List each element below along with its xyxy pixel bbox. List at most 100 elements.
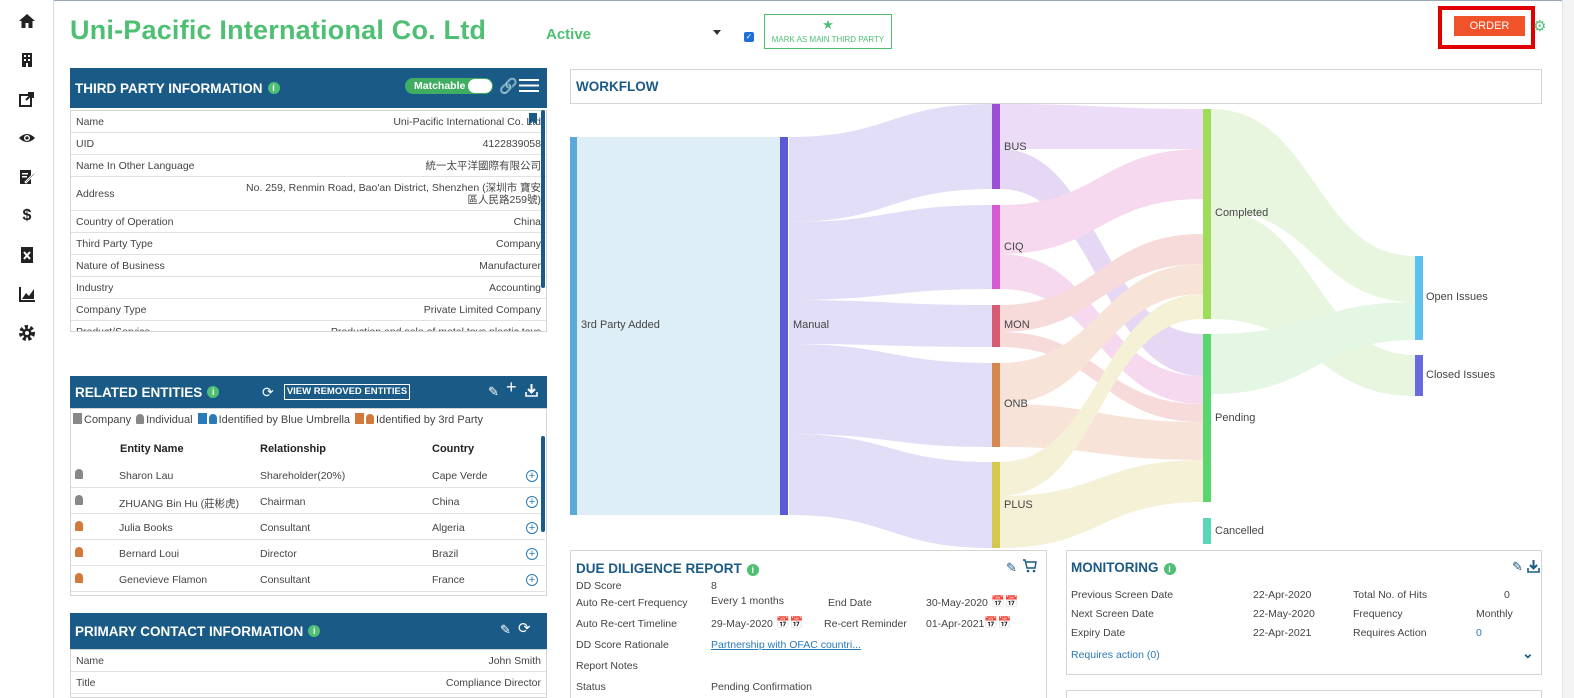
- share-icon[interactable]: [0, 79, 54, 118]
- person-icon: [208, 414, 217, 424]
- link-completed-closed: [1211, 209, 1415, 396]
- node-plus[interactable]: [992, 462, 1000, 548]
- field-value: No. 259, Renmin Road, Bao'an District, S…: [246, 181, 541, 206]
- third-party-scrollbar[interactable]: [541, 110, 545, 288]
- view-removed-entities-button[interactable]: VIEW REMOVED ENTITIES: [284, 384, 410, 400]
- person-icon: [136, 413, 145, 424]
- history-icon[interactable]: ⟳: [262, 384, 274, 400]
- node-bus[interactable]: [992, 104, 1000, 189]
- node-3rd-party-added[interactable]: [570, 137, 577, 515]
- monitoring-title: MONITORING i: [1071, 560, 1176, 575]
- expand-icon[interactable]: +: [526, 548, 538, 560]
- table-row[interactable]: Bernard Loui Director Brazil +: [71, 540, 545, 566]
- entity-name[interactable]: Julia Books: [119, 522, 173, 534]
- excel-icon[interactable]: [0, 235, 54, 274]
- field-value: Production and sale of metal toys plasti…: [330, 325, 541, 332]
- node-closed-issues[interactable]: [1415, 355, 1423, 396]
- field-label: Nature of Business: [76, 259, 165, 272]
- main-third-party-checkbox[interactable]: ✓: [744, 32, 754, 42]
- table-row[interactable]: Julia Books Consultant Algeria +: [71, 514, 545, 540]
- node-cancelled[interactable]: [1203, 518, 1211, 544]
- entity-name[interactable]: Sharon Lau: [119, 470, 174, 482]
- table-row[interactable]: ZHUANG Bin Hu (莊彬虎) Chairman China +: [71, 488, 545, 514]
- col-entity-name[interactable]: Entity Name: [120, 443, 184, 455]
- download-icon[interactable]: [525, 383, 538, 400]
- node-mon[interactable]: [992, 305, 1000, 347]
- entity-relationship: Director: [260, 548, 297, 560]
- bookmark-icon[interactable]: [529, 113, 537, 125]
- table-row[interactable]: Genevieve Flamon Consultant France +: [71, 566, 545, 592]
- building-icon[interactable]: [0, 40, 54, 79]
- col-relationship[interactable]: Relationship: [260, 443, 327, 455]
- edit-doc-icon[interactable]: [0, 157, 54, 196]
- status-label: Status: [576, 681, 606, 693]
- link-added-manual: [577, 137, 780, 515]
- requires-action-value[interactable]: 0: [1476, 627, 1482, 639]
- requires-action-link[interactable]: Requires action (0): [1071, 649, 1160, 661]
- expand-icon[interactable]: +: [526, 496, 538, 508]
- add-icon[interactable]: +: [506, 377, 517, 397]
- entity-name[interactable]: ZHUANG Bin Hu (莊彬虎): [119, 498, 240, 510]
- chevron-down-icon[interactable]: [713, 30, 721, 35]
- info-icon[interactable]: i: [1163, 563, 1176, 575]
- dd-rationale-link[interactable]: Partnership with OFAC countri...: [711, 639, 861, 651]
- entity-name[interactable]: Bernard Loui: [119, 548, 180, 560]
- field-value: Uni-Pacific International Co. Ltd: [393, 115, 541, 128]
- field-label: Name: [76, 115, 105, 128]
- node-manual[interactable]: [780, 137, 788, 515]
- field-label: Company Type: [76, 303, 147, 316]
- node-pending[interactable]: [1203, 334, 1211, 502]
- download-icon[interactable]: [1527, 559, 1540, 576]
- dollar-icon[interactable]: $: [22, 206, 32, 224]
- legend-company: Company: [73, 413, 131, 426]
- entity-name[interactable]: Genevieve Flamon: [119, 574, 208, 586]
- info-icon[interactable]: i: [746, 564, 759, 576]
- mark-main-third-party-button[interactable]: ★ MARK AS MAIN THIRD PARTY: [764, 14, 892, 49]
- home-icon[interactable]: [0, 1, 54, 40]
- eye-icon[interactable]: [0, 118, 54, 157]
- pencil-icon[interactable]: ✎: [1006, 560, 1017, 575]
- table-row[interactable]: Sharon Lau Shareholder(20%) Cape Verde +: [71, 462, 545, 488]
- field-value: Compliance Director: [445, 676, 541, 689]
- expand-icon[interactable]: +: [526, 574, 538, 586]
- node-ciq[interactable]: [992, 205, 1000, 289]
- recert-reminder-label: Re-cert Reminder: [824, 618, 907, 630]
- status-select[interactable]: Active: [546, 26, 592, 43]
- order-button[interactable]: ORDER: [1454, 16, 1525, 36]
- matchable-toggle[interactable]: Matchable: [405, 78, 493, 94]
- end-date-label: End Date: [828, 597, 872, 609]
- menu-icon[interactable]: [519, 78, 539, 96]
- col-country[interactable]: Country: [432, 443, 475, 455]
- info-icon[interactable]: i: [267, 82, 280, 94]
- info-icon[interactable]: i: [207, 386, 220, 398]
- due-diligence-title: DUE DILIGENCE REPORT i: [576, 561, 759, 576]
- settings-gear-icon[interactable]: ⚙: [1533, 18, 1547, 35]
- chevron-down-icon[interactable]: ⌄: [1522, 645, 1534, 661]
- chart-icon[interactable]: [0, 274, 54, 313]
- expand-icon[interactable]: +: [526, 522, 538, 534]
- calendar-icon[interactable]: 📅📅: [991, 596, 1019, 608]
- calendar-icon[interactable]: 📅📅: [776, 617, 804, 629]
- expand-icon[interactable]: +: [526, 470, 538, 482]
- cart-icon[interactable]: [1022, 559, 1037, 576]
- node-open-issues[interactable]: [1415, 256, 1423, 340]
- entities-scrollbar[interactable]: [541, 436, 545, 532]
- gear-icon[interactable]: [0, 313, 54, 352]
- node-completed[interactable]: [1203, 109, 1211, 319]
- pencil-icon[interactable]: ✎: [500, 622, 511, 637]
- node-onb[interactable]: [992, 363, 1000, 447]
- link-icon[interactable]: 🔗: [499, 78, 518, 95]
- status-value: Pending Confirmation: [711, 681, 812, 693]
- workflow-sankey: 3rd Party Added Manual BUS CIQ MON ONB P…: [570, 104, 1496, 548]
- prev-screen-label: Previous Screen Date: [1071, 589, 1174, 601]
- pencil-icon[interactable]: ✎: [488, 384, 499, 399]
- calendar-icon[interactable]: 📅📅: [984, 617, 1012, 629]
- pencil-icon[interactable]: ✎: [1512, 559, 1523, 574]
- recert-timeline-label: Auto Re-cert Timeline: [576, 618, 677, 630]
- history-icon[interactable]: ⟳: [518, 620, 531, 637]
- third-party-row: Country of Operation China: [71, 211, 546, 233]
- page-scrollbar[interactable]: [1562, 0, 1574, 698]
- recert-frequency-label: Auto Re-cert Frequency: [576, 597, 688, 609]
- entity-country: Algeria: [432, 522, 465, 534]
- info-icon[interactable]: i: [308, 625, 321, 637]
